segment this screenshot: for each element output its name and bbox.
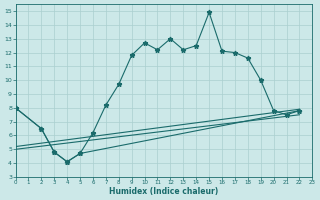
X-axis label: Humidex (Indice chaleur): Humidex (Indice chaleur)	[109, 187, 219, 196]
